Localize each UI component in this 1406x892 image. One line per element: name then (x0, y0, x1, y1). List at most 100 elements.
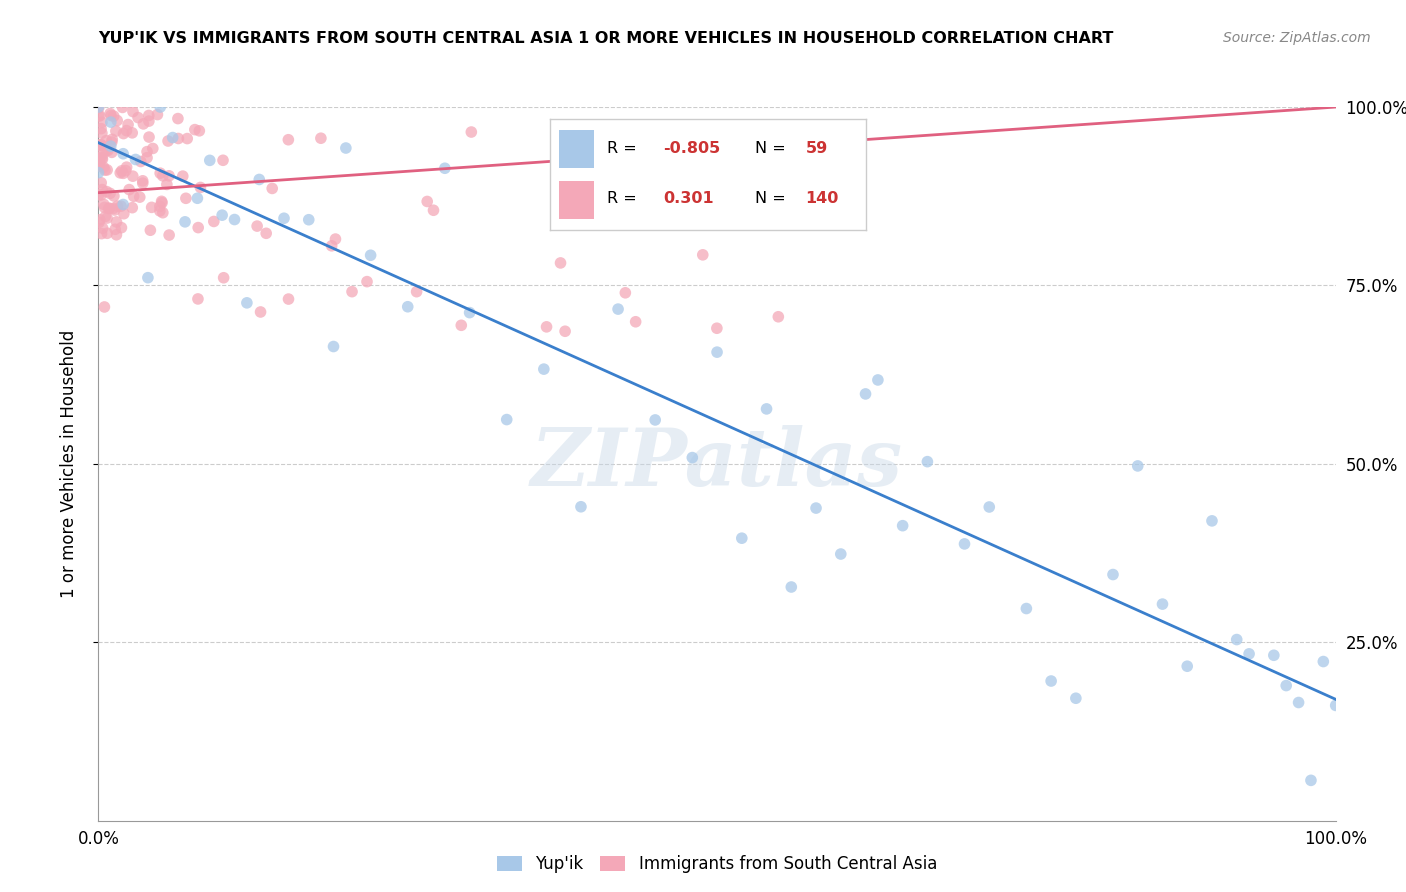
Point (90, 121, 112, 136)
Point (110, 166, 132, 180)
Point (98, 201, 121, 215)
Point (340, 285, 363, 299)
Point (1040, 673, 1063, 688)
Point (550, 256, 572, 270)
Point (866, 373, 889, 387)
Point (105, 227, 128, 242)
Point (100, 139, 122, 153)
Point (335, 141, 357, 155)
Point (110, 220, 132, 235)
Point (121, 126, 143, 140)
Point (104, 202, 127, 217)
Text: Source: ZipAtlas.com: Source: ZipAtlas.com (1223, 31, 1371, 45)
Point (110, 199, 132, 213)
Point (167, 131, 190, 145)
Point (356, 275, 378, 289)
Point (891, 518, 914, 533)
Point (91, 221, 114, 235)
Point (1288, 696, 1310, 710)
Point (396, 300, 419, 314)
Point (174, 215, 197, 229)
Point (105, 215, 128, 229)
Point (146, 107, 169, 121)
Point (138, 108, 160, 122)
Point (93, 300, 115, 314)
Point (422, 203, 444, 218)
Point (136, 145, 159, 159)
Point (87, 215, 110, 229)
Point (149, 166, 172, 180)
Point (103, 109, 125, 123)
Point (184, 122, 207, 136)
Point (96, 227, 118, 241)
Point (1015, 601, 1038, 615)
Point (114, 163, 136, 178)
Point (101, 145, 124, 160)
Point (112, 197, 135, 211)
Point (322, 339, 344, 353)
Point (94, 163, 117, 178)
Point (644, 136, 666, 151)
Point (624, 315, 647, 329)
Point (277, 133, 299, 147)
Point (1102, 567, 1125, 582)
Point (190, 180, 212, 194)
Point (87, 109, 110, 123)
Point (101, 132, 124, 146)
Point (1324, 698, 1347, 713)
Point (128, 190, 150, 204)
Point (91, 147, 114, 161)
Point (87, 138, 110, 153)
Point (460, 125, 482, 139)
Point (212, 153, 235, 168)
Point (644, 413, 666, 427)
Point (150, 194, 173, 209)
Point (211, 208, 233, 222)
Point (91, 183, 114, 197)
Point (103, 189, 125, 203)
Point (89, 151, 111, 165)
Point (652, 190, 675, 204)
Point (1126, 458, 1149, 473)
Point (112, 146, 135, 161)
Point (458, 305, 481, 319)
Point (91, 151, 114, 165)
Point (706, 345, 728, 359)
Point (536, 319, 558, 334)
Point (188, 124, 211, 138)
Point (139, 223, 162, 237)
Point (96, 185, 118, 199)
Point (321, 239, 343, 253)
Point (607, 302, 630, 317)
Point (157, 169, 180, 183)
Point (131, 174, 153, 188)
Point (855, 387, 877, 401)
Point (167, 112, 190, 126)
Point (103, 202, 125, 216)
Point (405, 285, 427, 299)
Point (614, 285, 637, 300)
Point (1299, 773, 1322, 788)
Point (755, 401, 778, 416)
Point (595, 137, 617, 152)
Point (121, 169, 143, 183)
Point (1263, 648, 1285, 663)
Point (90, 227, 112, 241)
Point (149, 203, 172, 218)
Point (97, 144, 120, 158)
Point (121, 201, 143, 215)
Point (98, 106, 121, 120)
Point (89, 155, 111, 169)
Point (152, 169, 174, 183)
Point (149, 199, 172, 213)
Point (172, 169, 194, 183)
Point (112, 127, 135, 141)
Point (90, 176, 112, 190)
Point (87, 159, 110, 173)
Point (136, 151, 159, 165)
Point (917, 455, 939, 469)
Point (780, 580, 803, 594)
Point (174, 191, 197, 205)
Point (107, 199, 129, 213)
Point (87, 101, 110, 115)
